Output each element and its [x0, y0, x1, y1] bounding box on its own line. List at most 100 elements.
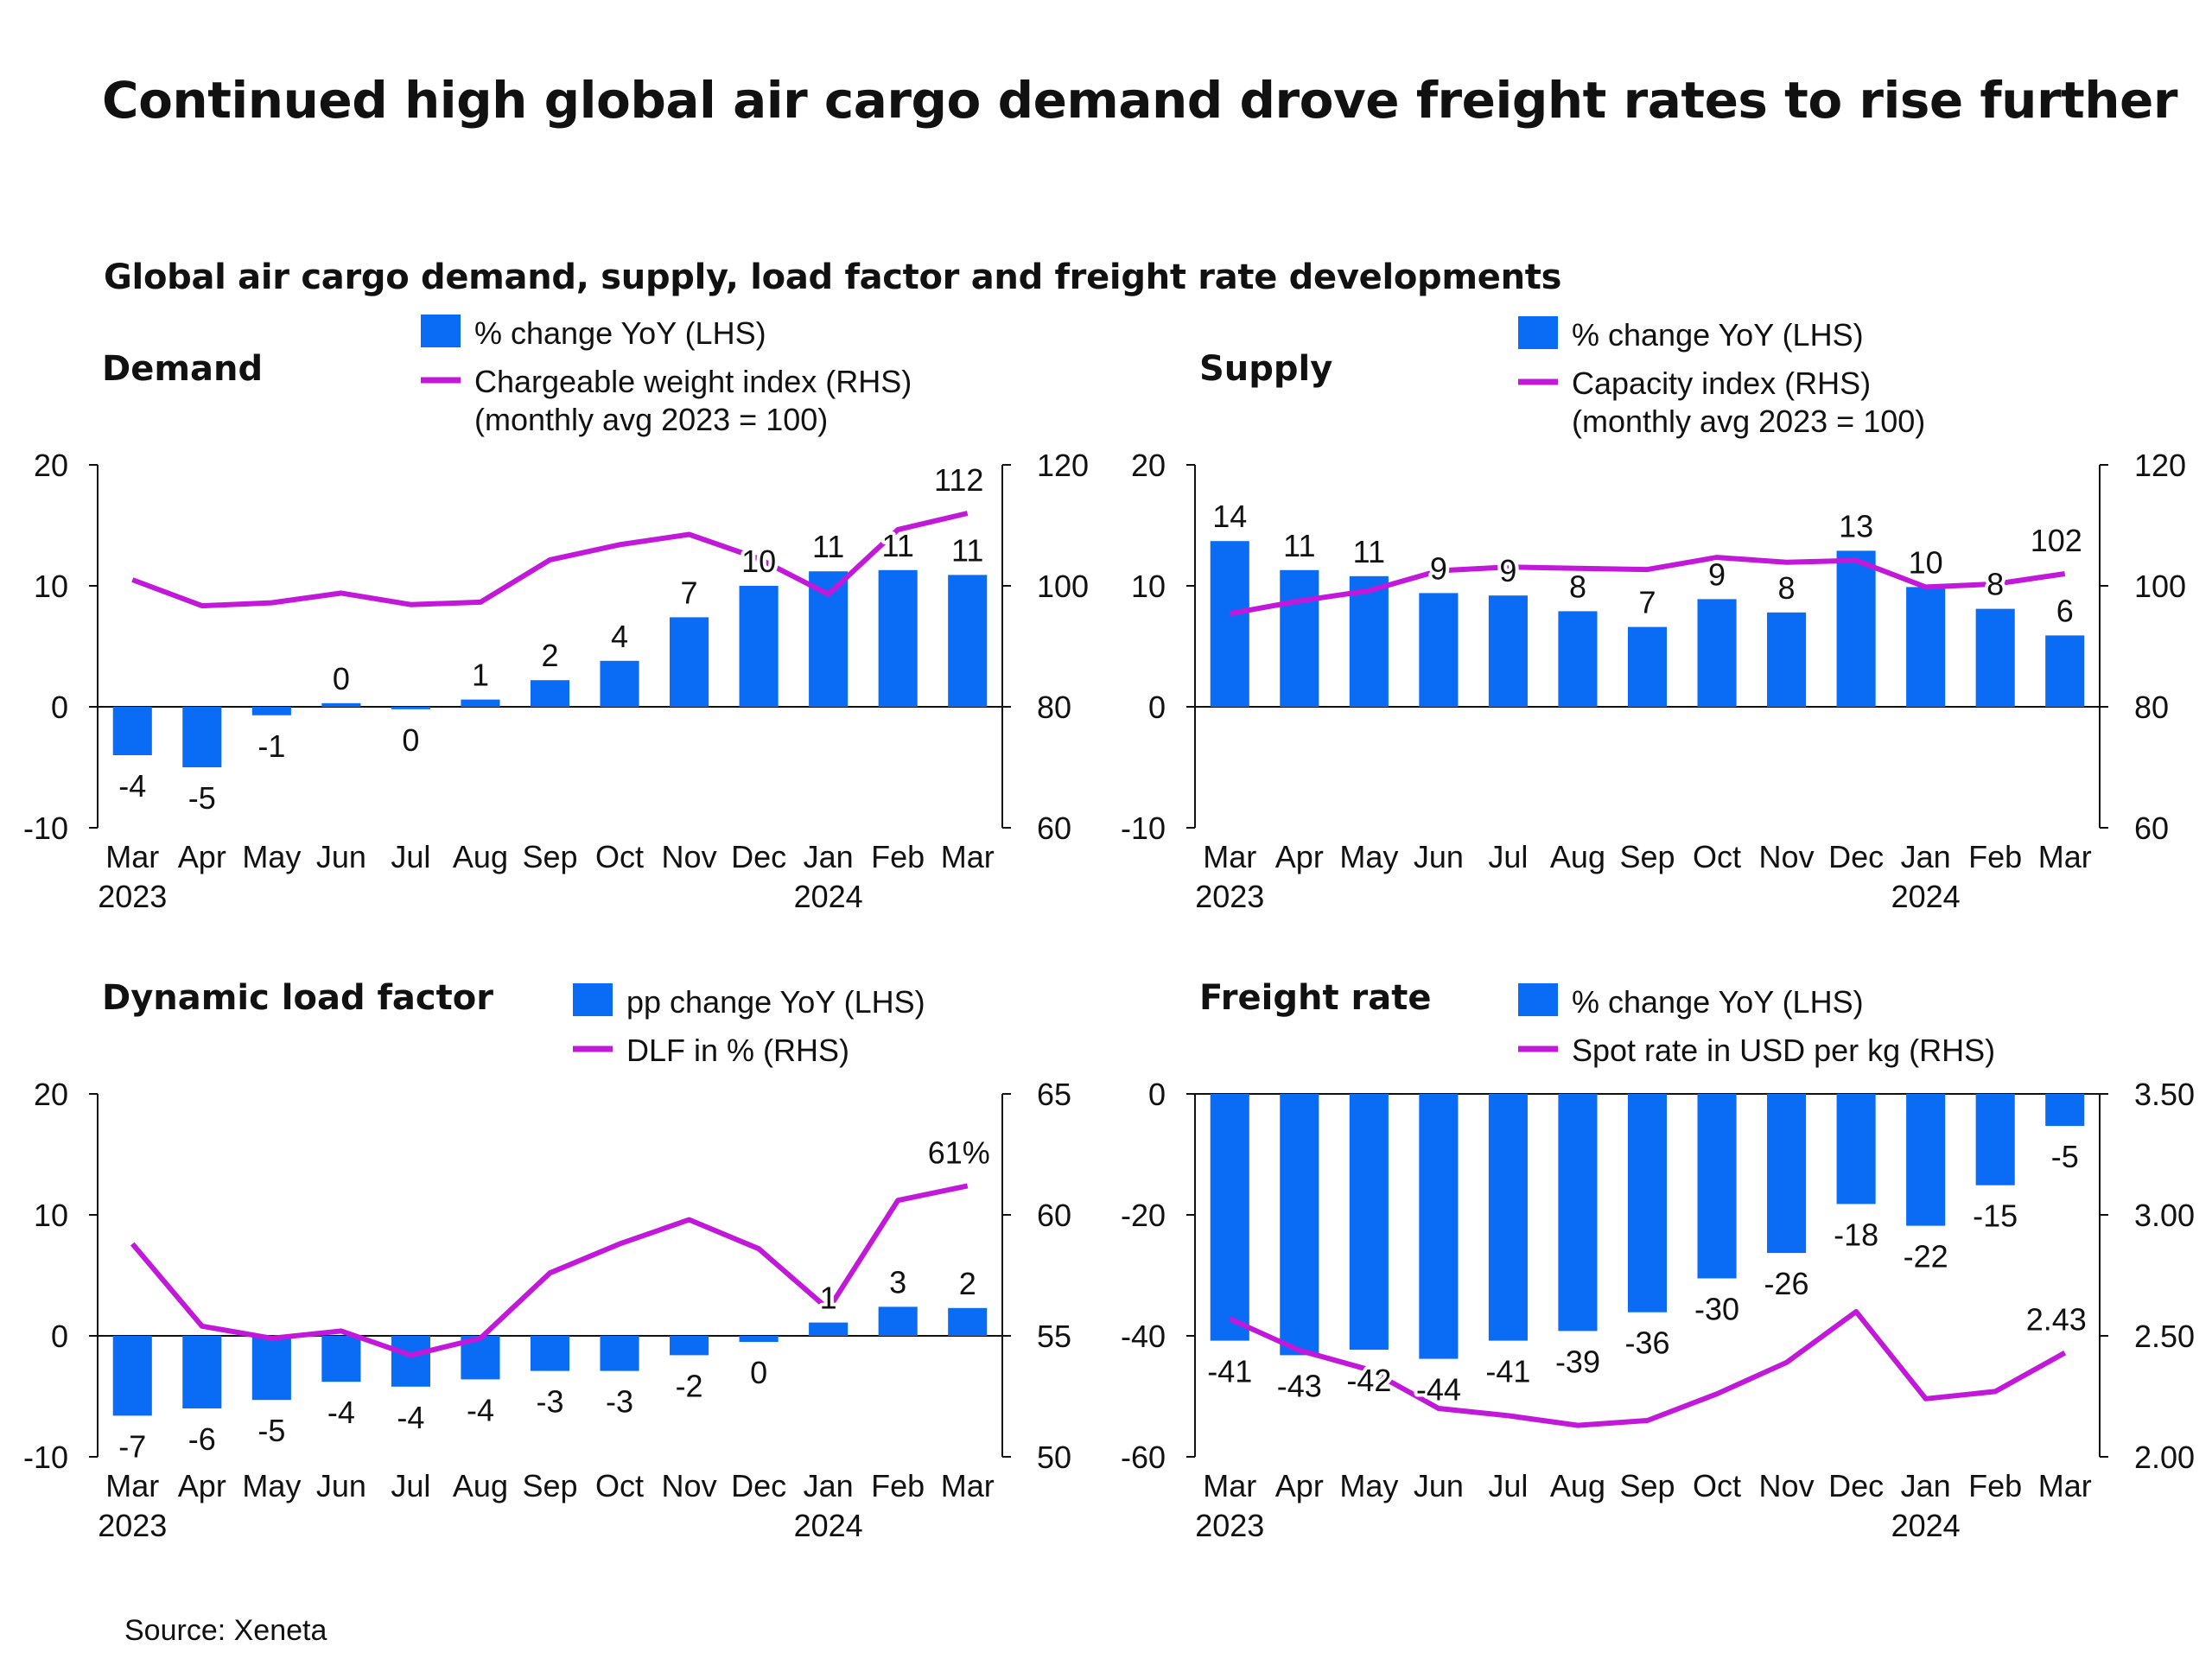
bar-data-label: -7: [118, 1428, 146, 1464]
bar: [1906, 587, 1946, 707]
right-tick-label: 60: [1037, 810, 1071, 846]
bar: [1836, 1094, 1876, 1205]
bar-data-label: -41: [1485, 1354, 1530, 1389]
year-label: 2024: [794, 1508, 863, 1543]
x-tick-label: May: [242, 1468, 301, 1503]
bar-data-label: -4: [327, 1395, 355, 1430]
bar-data-label: -3: [606, 1384, 633, 1420]
bar-data-label: 13: [1839, 508, 1873, 543]
legend-bar-swatch: [573, 983, 613, 1016]
bar: [1697, 1094, 1737, 1279]
bar-data-label: 2: [541, 638, 558, 673]
bar-data-label: -26: [1764, 1266, 1809, 1301]
x-tick-label: Jul: [1488, 839, 1528, 874]
bar: [321, 1336, 361, 1382]
line-end-label: 2.43: [2026, 1302, 2087, 1338]
right-tick-label: 60: [2134, 810, 2169, 846]
x-tick-label: Nov: [1759, 1468, 1815, 1503]
line-end-label: 112: [934, 462, 983, 498]
bar-data-label: 11: [882, 528, 914, 563]
bar-data-label: 14: [1212, 499, 1247, 534]
legend-bar-label: % change YoY (LHS): [1572, 317, 1864, 353]
panel-title: Dynamic load factor: [102, 978, 493, 1018]
year-label: 2023: [1195, 1508, 1264, 1543]
bar-data-label: -44: [1416, 1372, 1461, 1408]
bar: [948, 1307, 988, 1336]
left-tick-label: 0: [51, 1319, 68, 1354]
left-tick-label: -10: [1121, 810, 1166, 846]
bar: [809, 1322, 849, 1336]
chart-panel-3: Freight rate % change YoY (LHS) Spot rate …: [1121, 978, 2195, 1543]
bar: [1488, 595, 1528, 707]
bar-data-label: -43: [1277, 1368, 1322, 1403]
page-title: Continued high global air cargo demand d…: [102, 71, 2178, 130]
x-tick-label: Mar: [105, 1468, 159, 1503]
x-tick-label: Apr: [178, 839, 226, 874]
bar: [739, 1336, 779, 1342]
x-tick-label: Dec: [731, 1468, 786, 1503]
x-tick-label: Feb: [871, 1468, 925, 1503]
bar: [1349, 575, 1389, 707]
x-tick-label: Nov: [662, 1468, 717, 1503]
left-tick-label: -10: [23, 810, 68, 846]
bar-data-label: -5: [257, 1413, 285, 1448]
x-tick-label: Jun: [316, 1468, 366, 1503]
series-line: [1229, 555, 2066, 617]
bar-data-label: 11: [812, 529, 844, 564]
bar-data-label: -42: [1346, 1363, 1391, 1398]
panel-title: Freight rate: [1199, 978, 1431, 1018]
year-label: 2023: [1195, 879, 1264, 914]
legend-bar-swatch: [1518, 983, 1558, 1016]
x-tick-label: Feb: [1968, 839, 2022, 874]
x-tick-label: Oct: [595, 839, 644, 874]
bar: [1836, 550, 1876, 707]
bar: [670, 1336, 709, 1356]
right-tick-label: 80: [1037, 690, 1071, 725]
year-label: 2024: [794, 879, 863, 914]
bar: [1280, 1094, 1319, 1356]
bar-data-label: 8: [1569, 569, 1586, 604]
x-tick-label: Mar: [941, 1468, 995, 1503]
bar: [530, 680, 570, 707]
bar: [1349, 1094, 1389, 1351]
bar-data-label: -2: [676, 1368, 703, 1403]
legend-line-label: Chargeable weight index (RHS): [474, 364, 912, 399]
bar: [1280, 569, 1319, 707]
bar: [878, 569, 918, 707]
right-tick-label: 100: [2134, 569, 2186, 604]
bar-data-label: 0: [750, 1355, 767, 1390]
bar: [1627, 626, 1668, 707]
bar-data-label: 1: [820, 1281, 837, 1316]
x-tick-label: May: [1339, 839, 1398, 874]
bar-data-label: 11: [1353, 534, 1385, 569]
bar-data-label: 0: [333, 661, 350, 696]
bar: [2045, 635, 2085, 707]
legend-line-label: Capacity index (RHS): [1572, 365, 1871, 401]
x-tick-label: Oct: [1693, 839, 1741, 874]
x-tick-label: Jul: [391, 1468, 430, 1503]
bar-data-label: -5: [2051, 1139, 2079, 1174]
left-tick-label: 0: [51, 690, 68, 725]
bar: [878, 1306, 918, 1336]
bar-data-label: -22: [1904, 1239, 1948, 1274]
series-line: [1229, 1309, 2067, 1428]
bar-data-label: -15: [1973, 1198, 2018, 1234]
chart-subtitle: Global air cargo demand, supply, load fa…: [104, 257, 1562, 297]
bar: [739, 586, 779, 707]
x-tick-label: Mar: [941, 839, 995, 874]
legend-bar-label: % change YoY (LHS): [1572, 984, 1864, 1020]
left-tick-label: -10: [23, 1440, 68, 1475]
bar-data-label: 7: [681, 575, 698, 610]
year-label: 2023: [98, 1508, 167, 1543]
left-tick-label: 20: [34, 448, 68, 483]
bar: [1906, 1094, 1946, 1226]
year-label: 2024: [1891, 879, 1961, 914]
x-tick-label: Aug: [453, 839, 508, 874]
source-note: Source: Xeneta: [124, 1614, 327, 1647]
x-tick-label: Dec: [1828, 839, 1884, 874]
right-tick-label: 2.00: [2134, 1440, 2195, 1475]
chart-panel-2: Dynamic load factor pp change YoY (LHS) DL…: [23, 978, 1071, 1543]
x-tick-label: Jan: [804, 1468, 854, 1503]
bar: [1558, 1094, 1598, 1332]
